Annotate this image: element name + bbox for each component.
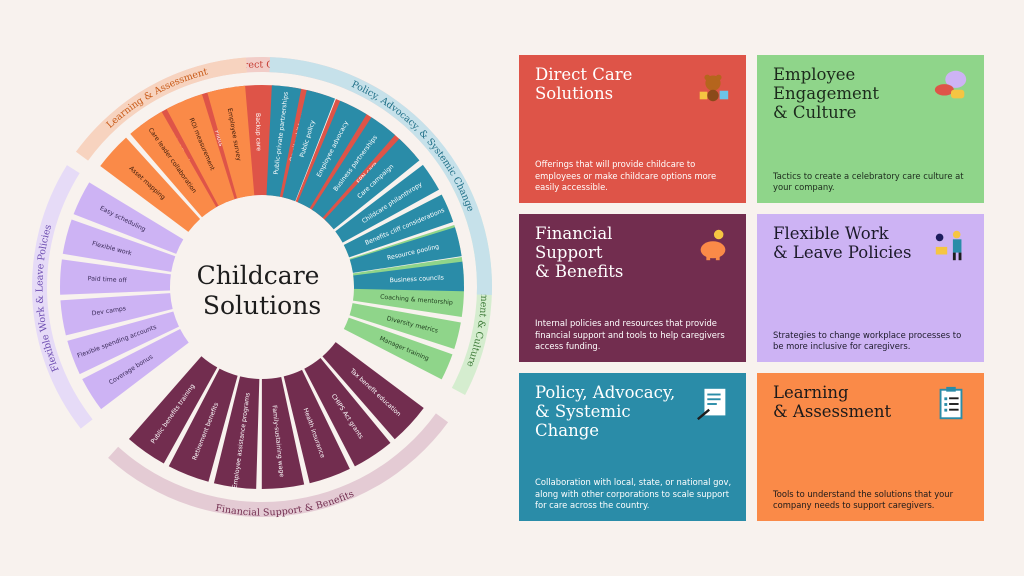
card-title-line: & Benefits bbox=[535, 262, 624, 281]
spoke-engagement bbox=[349, 303, 461, 349]
card-financial-support: Financial Support & Benefits Internal poli… bbox=[519, 214, 746, 362]
spoke-learning bbox=[100, 137, 201, 232]
card-title-line: Support bbox=[535, 243, 603, 262]
card-description: Internal policies and resources that pro… bbox=[535, 318, 725, 351]
spoke-policy bbox=[324, 138, 420, 230]
spoke-label: Backup care bbox=[254, 113, 262, 151]
people-balance-icon bbox=[935, 230, 962, 261]
card-title-line: Flexible Work bbox=[773, 224, 889, 243]
card-title-line: Solutions bbox=[535, 84, 614, 103]
spoke-flexible bbox=[60, 293, 173, 336]
solution-spokes: Subsidized carePilotsBackup careOn-site … bbox=[60, 85, 464, 489]
card-title-line: & Leave Policies bbox=[773, 243, 912, 262]
category-band-flexible bbox=[31, 165, 93, 429]
spoke-flexible bbox=[62, 219, 176, 272]
certificate-icon bbox=[697, 388, 726, 421]
spoke-flexible bbox=[60, 259, 171, 295]
card-title-line: Policy, Advocacy, bbox=[535, 383, 676, 402]
spoke-engagement bbox=[343, 317, 453, 380]
spoke-policy bbox=[349, 227, 462, 273]
category-band-financial bbox=[108, 413, 449, 517]
spoke-learning bbox=[166, 94, 235, 206]
spoke-financial bbox=[304, 358, 391, 467]
card-direct-care: Direct Care Solutions Offerings that will… bbox=[519, 55, 746, 203]
spoke-financial bbox=[322, 342, 424, 440]
wheel-title-line-1: Childcare bbox=[197, 261, 320, 290]
category-band-policy bbox=[269, 57, 492, 296]
card-description: Offerings that will provide childcare to… bbox=[535, 159, 717, 192]
spoke-label: Paid time off bbox=[88, 275, 128, 284]
wheel-title: Childcare Solutions bbox=[197, 261, 328, 320]
spoke-learning bbox=[130, 111, 217, 218]
spoke-financial bbox=[128, 356, 218, 464]
card-employee-engagement: Employee Engagement & Culture Tactics to c… bbox=[757, 55, 984, 203]
card-title-line: & Culture bbox=[773, 103, 857, 122]
childcare-solutions-wheel: Direct Care SolutionsEmployee Engagement… bbox=[31, 57, 492, 518]
spoke-policy bbox=[353, 261, 464, 292]
card-description: Tactics to create a celebratory care cul… bbox=[773, 170, 964, 192]
spoke-financial bbox=[283, 369, 350, 484]
piggy-bank-icon bbox=[700, 229, 726, 261]
card-description: Tools to understand the solutions that y… bbox=[773, 488, 954, 510]
spoke-learning bbox=[207, 85, 255, 199]
toy-bear-icon bbox=[699, 74, 729, 102]
card-description: Collaboration with local, state, or nati… bbox=[535, 477, 732, 510]
spoke-policy bbox=[282, 90, 336, 202]
card-title-line: Learning bbox=[773, 383, 849, 402]
category-label-flexible: Flexible Work & Leave Policies bbox=[34, 223, 61, 373]
spoke-flexible bbox=[82, 328, 189, 410]
category-band-learning bbox=[75, 57, 248, 161]
spoke-financial bbox=[168, 368, 238, 482]
card-description: Strategies to change workplace processes… bbox=[773, 329, 962, 351]
spoke-policy bbox=[335, 164, 440, 243]
card-title-line: Direct Care bbox=[535, 65, 633, 84]
card-title-line: Engagement bbox=[773, 84, 880, 103]
card-title-line: Change bbox=[535, 421, 600, 440]
card-policy-advocacy: Policy, Advocacy, & Systemic Change Collab… bbox=[519, 373, 746, 521]
card-title-line: & Systemic bbox=[535, 402, 631, 421]
spoke-engagement bbox=[352, 288, 464, 317]
spoke-label: Business councils bbox=[389, 274, 444, 284]
spoke-policy bbox=[311, 117, 396, 218]
spoke-flexible bbox=[67, 311, 179, 375]
card-learning-assessment: Learning & Assessment Tools to understand… bbox=[757, 373, 984, 521]
card-title-line: Employee bbox=[773, 65, 856, 84]
card-title-line: & Assessment bbox=[773, 402, 892, 421]
card-title-line: Financial bbox=[535, 224, 613, 243]
spoke-flexible bbox=[73, 182, 184, 254]
card-flexible-work: Flexible Work & Leave Policies Strategies… bbox=[757, 214, 984, 362]
spoke-policy bbox=[297, 100, 367, 209]
clipboard-icon bbox=[939, 386, 963, 420]
spoke-policy bbox=[343, 194, 454, 258]
wheel-title-line-2: Solutions bbox=[203, 291, 321, 320]
spoke-financial bbox=[261, 376, 305, 490]
spoke-financial bbox=[213, 376, 260, 489]
spoke-label: Pilots bbox=[213, 129, 224, 147]
spoke-policy bbox=[266, 85, 302, 197]
chat-bubbles-icon bbox=[934, 70, 967, 99]
